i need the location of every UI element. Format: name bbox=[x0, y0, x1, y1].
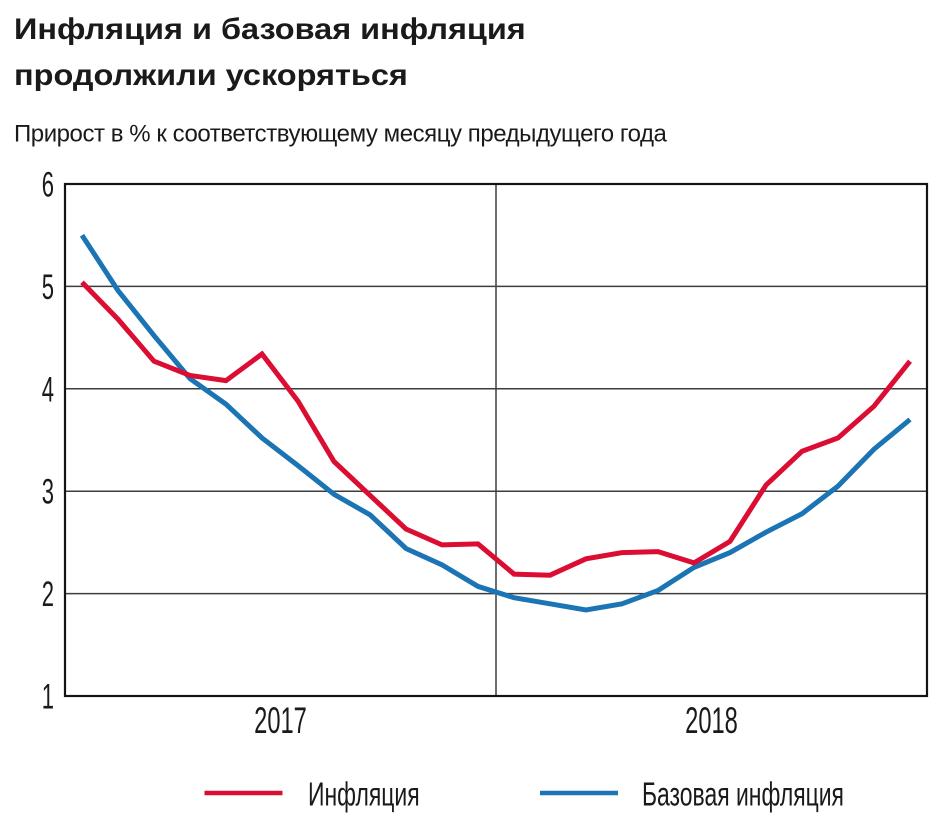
svg-text:продолжили ускоряться: продолжили ускоряться bbox=[14, 58, 408, 92]
svg-text:5: 5 bbox=[42, 269, 54, 307]
svg-text:Инфляция: Инфляция bbox=[308, 776, 420, 813]
svg-text:2018: 2018 bbox=[685, 700, 738, 742]
svg-text:1: 1 bbox=[42, 679, 54, 717]
svg-text:Инфляция и базовая инфляция: Инфляция и базовая инфляция bbox=[14, 12, 526, 46]
svg-text:3: 3 bbox=[42, 474, 54, 512]
svg-text:2017: 2017 bbox=[254, 700, 307, 742]
svg-text:4: 4 bbox=[42, 371, 54, 409]
svg-text:Прирост в % к соответствующему: Прирост в % к соответствующему месяцу пр… bbox=[14, 121, 668, 148]
svg-text:2: 2 bbox=[42, 576, 54, 614]
svg-text:Базовая инфляция: Базовая инфляция bbox=[642, 776, 844, 813]
svg-text:6: 6 bbox=[42, 167, 54, 205]
